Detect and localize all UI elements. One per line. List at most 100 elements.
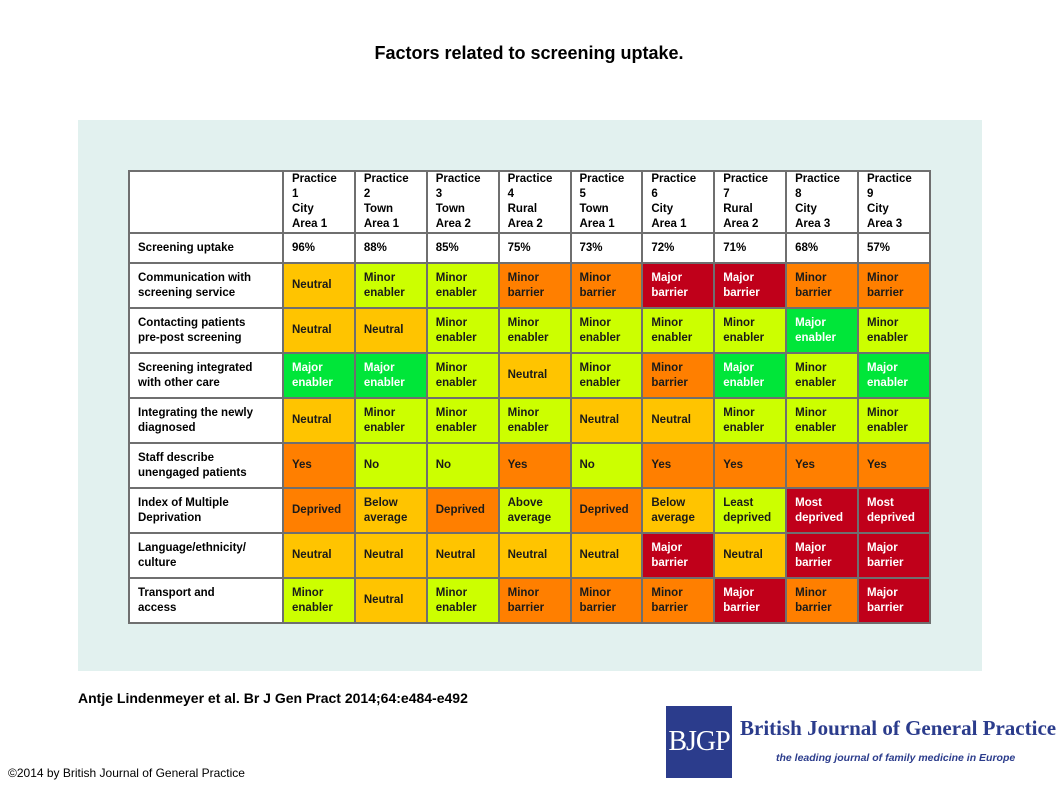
rating-cell: Neutral [497, 532, 572, 579]
uptake-value: 57% [857, 232, 931, 264]
practice-header-1: Practice 1 City Area 1 [282, 170, 356, 234]
rating-cell: Minor enabler [641, 307, 716, 354]
practice-header-8: Practice 8 City Area 3 [785, 170, 859, 234]
uptake-value: 72% [641, 232, 716, 264]
header-corner-cell [128, 170, 284, 234]
rating-cell: Minor enabler [282, 577, 356, 624]
row-label: Language/ethnicity/ culture [128, 532, 284, 579]
table-header-row: Practice 1 City Area 1 Practice 2 Town Ar… [128, 170, 931, 234]
rating-cell: Major barrier [785, 532, 859, 579]
uptake-value: 68% [785, 232, 859, 264]
rating-cell: Deprived [425, 487, 500, 534]
row-label: Staff describe unengaged patients [128, 442, 284, 489]
rating-cell: Below average [641, 487, 716, 534]
table-body: Screening uptake 96% 88% 85% 75% 73% 72% 71% 68… [128, 232, 931, 624]
rating-cell: Minor barrier [569, 262, 644, 309]
rating-cell: Major barrier [641, 262, 716, 309]
rating-cell: Major barrier [641, 532, 716, 579]
page-title: Factors related to screening uptake. [374, 43, 684, 63]
rating-cell: Neutral [282, 532, 356, 579]
rating-cell: Major barrier [713, 577, 788, 624]
uptake-value: 88% [353, 232, 428, 264]
row-label: Transport and access [128, 577, 284, 624]
rating-cell: Minor barrier [569, 577, 644, 624]
row-label: Communication with screening service [128, 262, 284, 309]
practice-header-2: Practice 2 Town Area 1 [353, 170, 428, 234]
practice-header-4: Practice 4 Rural Area 2 [497, 170, 572, 234]
rating-cell: Minor enabler [425, 262, 500, 309]
table-row: Index of Multiple Deprivation Deprived Bel… [128, 487, 931, 534]
rating-cell: Major enabler [282, 352, 356, 399]
rating-cell: Yes [785, 442, 859, 489]
rating-cell: Minor barrier [785, 577, 859, 624]
rating-cell: Minor enabler [425, 577, 500, 624]
rating-cell: Least deprived [713, 487, 788, 534]
rating-cell: Minor barrier [497, 262, 572, 309]
table-row: Contacting patients pre-post screening Ne… [128, 307, 931, 354]
rating-cell: Major enabler [785, 307, 859, 354]
rating-cell: Neutral [353, 307, 428, 354]
uptake-value: 71% [713, 232, 788, 264]
table-row: Screening integrated with other care Majo… [128, 352, 931, 399]
rating-cell: Major barrier [857, 577, 931, 624]
rating-cell: Deprived [282, 487, 356, 534]
table-row: Communication with screening service Neut… [128, 262, 931, 309]
rating-cell: Above average [497, 487, 572, 534]
rating-cell: Minor enabler [857, 307, 931, 354]
rating-cell: Minor enabler [425, 397, 500, 444]
rating-cell: Major barrier [713, 262, 788, 309]
rating-cell: Neutral [425, 532, 500, 579]
rating-cell: Minor enabler [569, 307, 644, 354]
uptake-value: 73% [569, 232, 644, 264]
rating-cell: Minor enabler [425, 352, 500, 399]
rating-cell: Minor enabler [353, 397, 428, 444]
rating-cell: Major barrier [857, 532, 931, 579]
rating-cell: No [569, 442, 644, 489]
rating-cell: Neutral [713, 532, 788, 579]
rating-cell: Minor enabler [785, 397, 859, 444]
rating-cell: Minor enabler [713, 307, 788, 354]
rating-cell: Minor enabler [425, 307, 500, 354]
rating-cell: Minor barrier [641, 577, 716, 624]
journal-name: British Journal of General Practice [740, 716, 1057, 740]
row-label: Integrating the newly diagnosed [128, 397, 284, 444]
rating-cell: Yes [497, 442, 572, 489]
rating-cell: Major enabler [857, 352, 931, 399]
bjgp-logo-mark: BJGP [666, 706, 732, 778]
uptake-value: 75% [497, 232, 572, 264]
practice-header-5: Practice 5 Town Area 1 [569, 170, 644, 234]
row-label: Index of Multiple Deprivation [128, 487, 284, 534]
row-label: Screening integrated with other care [128, 352, 284, 399]
rating-cell: Yes [713, 442, 788, 489]
table-row: Staff describe unengaged patients Yes No No… [128, 442, 931, 489]
screening-factors-table: Practice 1 City Area 1 Practice 2 Town Ar… [128, 170, 931, 624]
rating-cell: Major enabler [713, 352, 788, 399]
rating-cell: Minor enabler [497, 307, 572, 354]
journal-tagline: the leading journal of family medicine i… [776, 752, 1016, 764]
rating-cell: Minor barrier [641, 352, 716, 399]
table-row: Transport and access Minor enabler Neutral… [128, 577, 931, 624]
rating-cell: Yes [641, 442, 716, 489]
rating-cell: Most deprived [785, 487, 859, 534]
rating-cell: Minor enabler [857, 397, 931, 444]
rating-cell: Neutral [282, 307, 356, 354]
rating-cell: Minor barrier [857, 262, 931, 309]
practice-header-3: Practice 3 Town Area 2 [425, 170, 500, 234]
rating-cell: Neutral [641, 397, 716, 444]
table-row: Language/ethnicity/ culture Neutral Neutra… [128, 532, 931, 579]
row-label: Contacting patients pre-post screening [128, 307, 284, 354]
rating-cell: Yes [282, 442, 356, 489]
rating-cell: Neutral [353, 532, 428, 579]
rating-cell: Major enabler [353, 352, 428, 399]
rating-cell: Most deprived [857, 487, 931, 534]
rating-cell: No [425, 442, 500, 489]
rating-cell: Below average [353, 487, 428, 534]
rating-cell: Minor enabler [785, 352, 859, 399]
rating-cell: Yes [857, 442, 931, 489]
rating-cell: No [353, 442, 428, 489]
citation: Antje Lindenmeyer et al. Br J Gen Pract … [78, 690, 468, 706]
rating-cell: Neutral [569, 532, 644, 579]
row-label: Screening uptake [128, 232, 284, 264]
rating-cell: Neutral [497, 352, 572, 399]
practice-header-7: Practice 7 Rural Area 2 [713, 170, 788, 234]
